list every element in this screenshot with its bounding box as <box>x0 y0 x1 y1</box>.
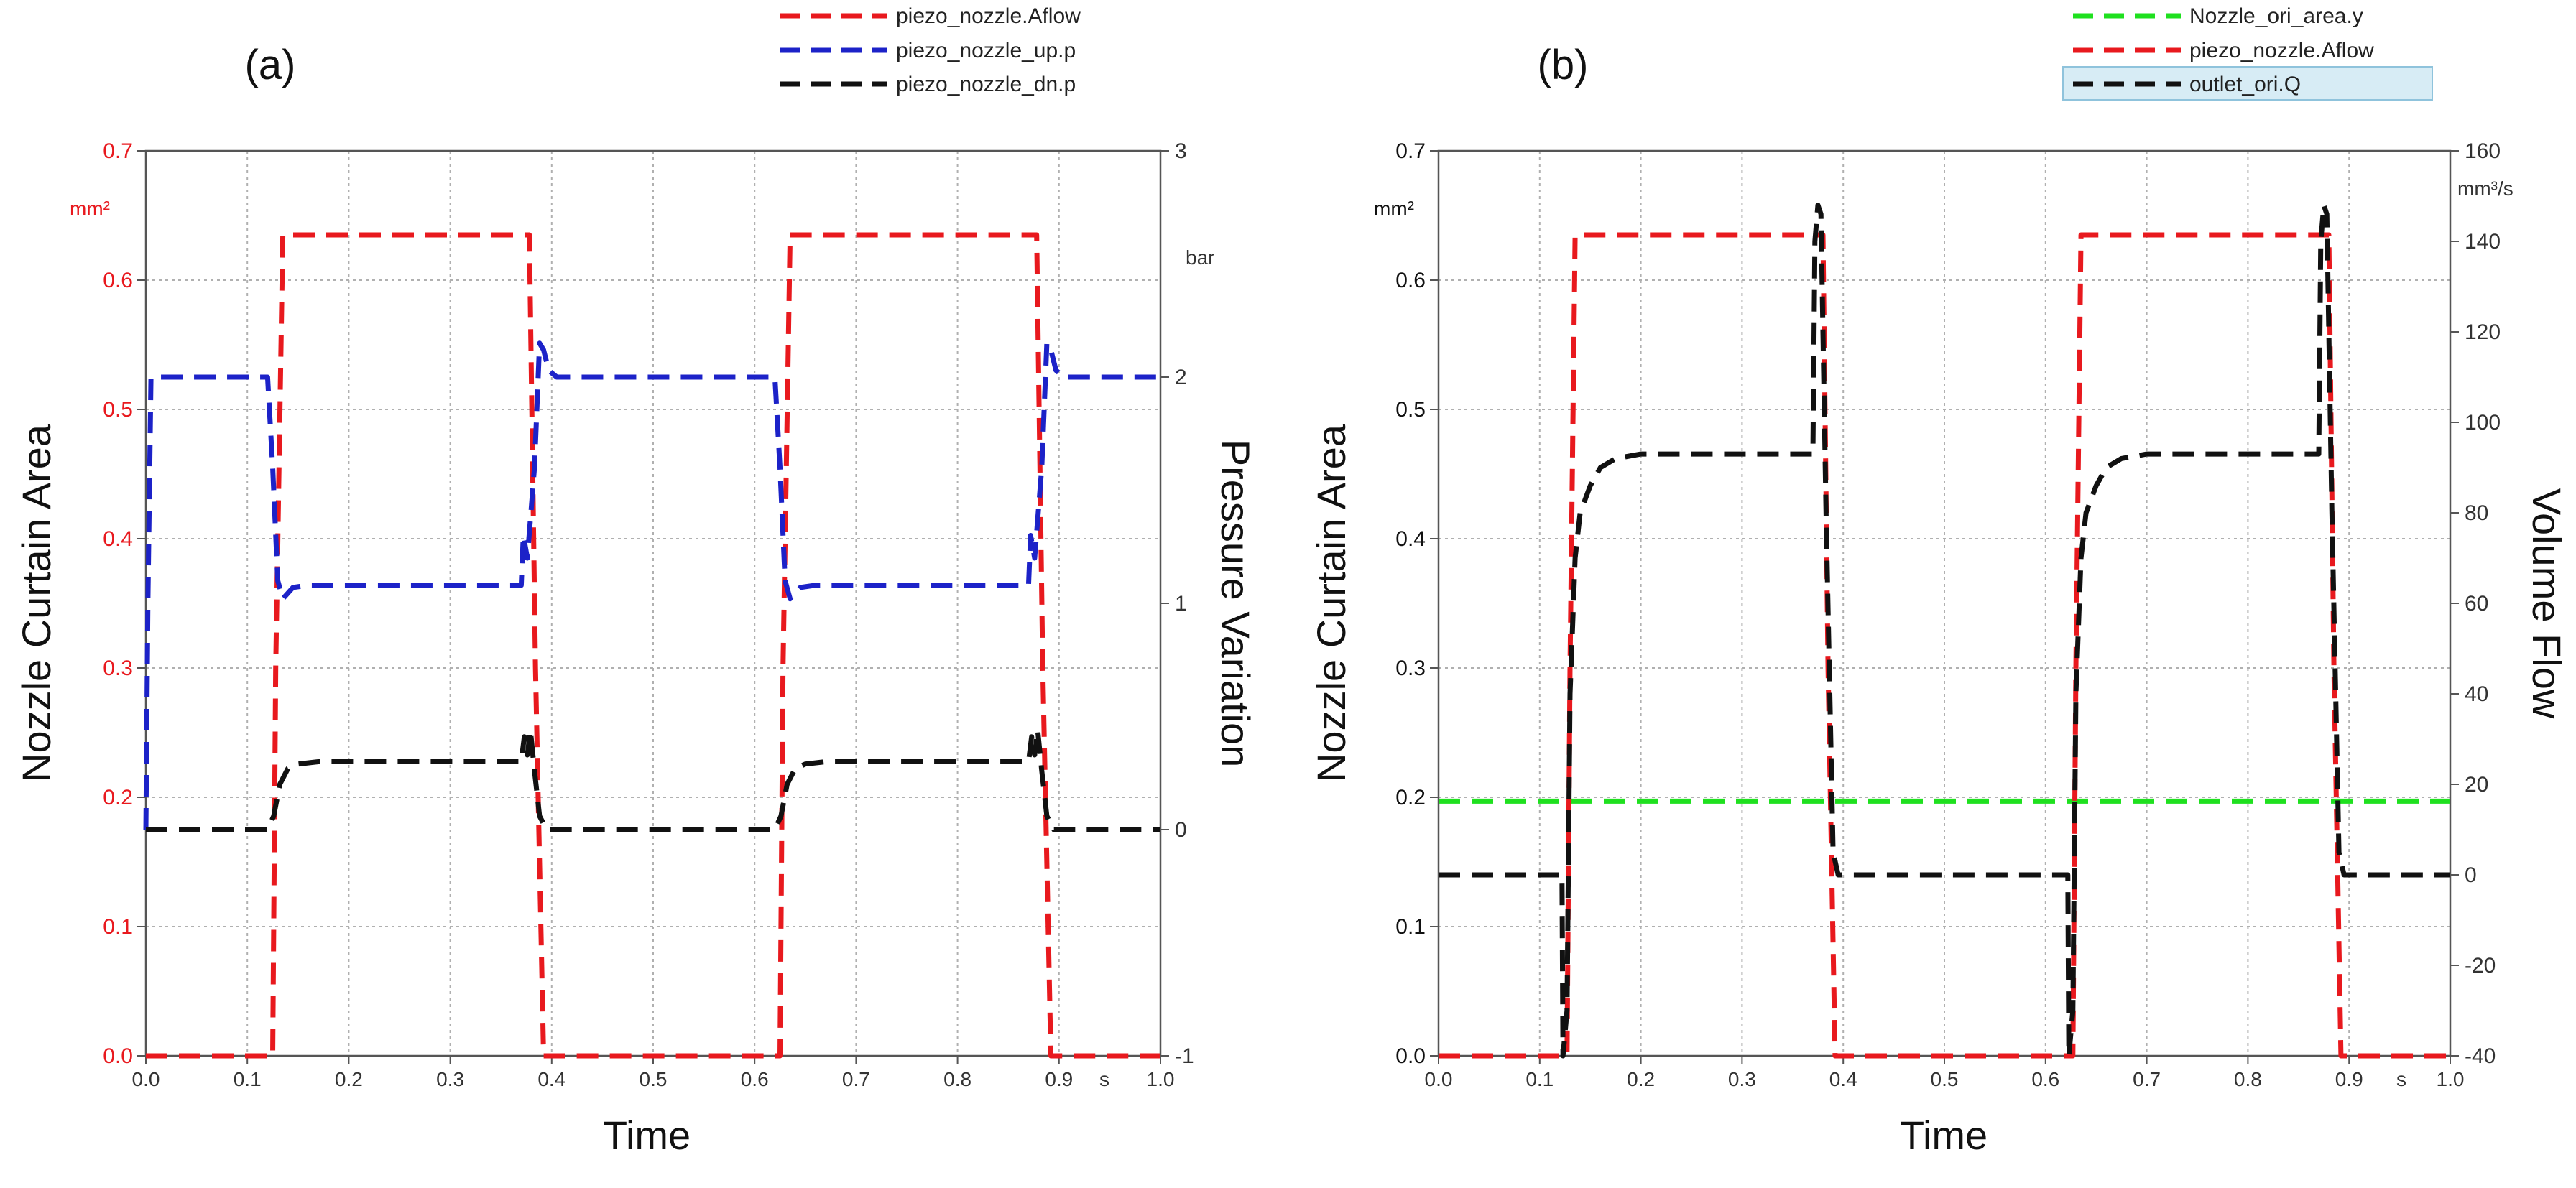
series-line-piezo-nozzle-aflow <box>146 232 1160 1059</box>
y-right-tick-label: 0 <box>2465 863 2477 887</box>
x-tick-label: 0.2 <box>335 1068 363 1090</box>
y-left-tick-label: 0.3 <box>103 656 133 680</box>
panel-b-chart: (b) 0.0 0.1 0.2 0.3 0.4 0.5 0.6 0.7 0.8 0.9 1.0 s Tim… <box>1308 4 2570 1158</box>
y-right-tick-label: 160 <box>2465 139 2501 163</box>
legend-highlight <box>2062 66 2433 101</box>
y-right-tick-label: -1 <box>1175 1044 1194 1068</box>
panel-label: (a) <box>245 42 296 88</box>
y-left-tick-label: 0.4 <box>1395 527 1426 551</box>
panel-label: (b) <box>1538 42 1589 88</box>
x-tick-label: 0.9 <box>1045 1068 1073 1090</box>
y-left-tick-label: 0.3 <box>1395 656 1426 680</box>
y-right-unit: mm³/s <box>2457 177 2513 200</box>
x-tick-label: 0.8 <box>943 1068 971 1090</box>
y-right-unit: bar <box>1186 246 1214 269</box>
y-right-tick-label: 3 <box>1175 139 1187 163</box>
legend-label: piezo_nozzle_dn.p <box>896 73 1076 96</box>
x-tick-label: 1.0 <box>1147 1068 1175 1090</box>
y-right-tick-label: 1 <box>1175 592 1187 616</box>
x-unit-label: s <box>2396 1068 2406 1090</box>
y-left-tick-label: 0.0 <box>103 1044 133 1068</box>
y-right-tick-label: 80 <box>2465 501 2488 525</box>
y-right-tick-label: 60 <box>2465 592 2488 616</box>
legend-label: piezo_nozzle.Aflow <box>2189 39 2374 62</box>
y-left-tick-label: 0.4 <box>103 527 133 551</box>
y-right-tick-label: 100 <box>2465 411 2501 435</box>
series-line-outlet-ori-q <box>1439 203 2450 1059</box>
x-tick-label: 0.3 <box>436 1068 464 1090</box>
series-line-piezo-nozzle-dn-p <box>146 727 1160 832</box>
y-left-tick-label: 0.7 <box>103 139 133 163</box>
x-tick-label: 0.5 <box>1931 1068 1959 1090</box>
x-tick-label: 0.1 <box>1525 1068 1554 1090</box>
y-left-tick-label: 0.2 <box>103 786 133 809</box>
x-tick-label: 0.0 <box>1425 1068 1453 1090</box>
y-left-tick-label: 0.1 <box>103 915 133 939</box>
x-tick-label: 0.6 <box>741 1068 769 1090</box>
x-tick-label: 0.6 <box>2031 1068 2059 1090</box>
legend-label: Nozzle_ori_area.y <box>2189 4 2363 28</box>
x-tick-label: 0.1 <box>234 1068 262 1090</box>
y-left-tick-label: 0.5 <box>103 398 133 422</box>
y-right-tick-label: 120 <box>2465 320 2501 344</box>
y-left-tick-label: 0.6 <box>103 269 133 292</box>
x-tick-label: 0.0 <box>132 1068 160 1090</box>
y-left-tick-label: 0.6 <box>1395 269 1426 292</box>
y-right-tick-label: -20 <box>2465 954 2496 978</box>
y-right-tick-label: -40 <box>2465 1044 2496 1068</box>
y-left-axis-title: Nozzle Curtain Area <box>14 424 59 782</box>
y-left-tick-label: 0.2 <box>1395 786 1426 809</box>
y-left-tick-label: 0.0 <box>1395 1044 1426 1068</box>
x-tick-label: 1.0 <box>2437 1068 2465 1090</box>
series-line-piezo-nozzle-up-p <box>143 340 1160 830</box>
panel-a-chart: (a) 0.0 0.1 0.2 0.3 0.4 0.5 0.6 0.7 0.8 0.9 1.0 s Tim… <box>14 4 1258 1158</box>
y-right-tick-label: 0 <box>1175 818 1187 842</box>
y-left-tick-label: 0.1 <box>1395 915 1426 939</box>
x-tick-label: 0.5 <box>640 1068 668 1090</box>
x-tick-label: 0.4 <box>537 1068 565 1090</box>
y-left-unit: mm² <box>70 198 110 220</box>
x-tick-label: 0.8 <box>2234 1068 2262 1090</box>
x-tick-label: 0.9 <box>2335 1068 2363 1090</box>
y-left-tick-label: 0.5 <box>1395 398 1426 422</box>
y-right-axis-title: Pressure Variation <box>1213 440 1258 768</box>
y-left-axis-title: Nozzle Curtain Area <box>1308 424 1354 782</box>
y-left-unit: mm² <box>1374 198 1414 220</box>
x-tick-label: 0.2 <box>1627 1068 1655 1090</box>
legend-label: piezo_nozzle_up.p <box>896 39 1076 62</box>
y-right-axis-title: Volume Flow <box>2524 488 2570 719</box>
x-tick-label: 0.3 <box>1728 1068 1756 1090</box>
x-unit-label: s <box>1099 1068 1109 1090</box>
legend-label: piezo_nozzle.Aflow <box>896 4 1081 28</box>
y-left-tick-label: 0.7 <box>1395 139 1426 163</box>
x-tick-label: 0.4 <box>1829 1068 1857 1090</box>
x-axis-title: Time <box>603 1113 691 1158</box>
y-right-tick-label: 40 <box>2465 682 2488 706</box>
legend-label: outlet_ori.Q <box>2189 73 2301 96</box>
x-axis-title: Time <box>1900 1113 1988 1158</box>
x-tick-label: 0.7 <box>2133 1068 2161 1090</box>
series-line-piezo-nozzle-aflow <box>1439 232 2450 1059</box>
x-tick-label: 0.7 <box>842 1068 870 1090</box>
y-right-tick-label: 2 <box>1175 366 1187 389</box>
y-right-tick-label: 140 <box>2465 230 2501 254</box>
y-right-tick-label: 20 <box>2465 773 2488 797</box>
